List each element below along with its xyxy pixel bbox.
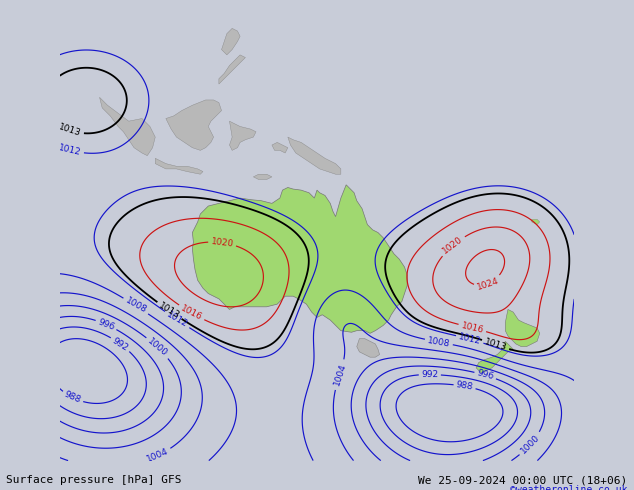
Text: ©weatheronline.co.uk: ©weatheronline.co.uk	[510, 485, 628, 490]
Text: 992: 992	[111, 336, 130, 352]
Polygon shape	[192, 185, 407, 333]
Polygon shape	[155, 158, 203, 174]
Text: 996: 996	[476, 368, 495, 382]
Polygon shape	[272, 143, 288, 153]
Polygon shape	[254, 174, 272, 179]
Text: 1020: 1020	[210, 237, 234, 248]
Text: 988: 988	[63, 390, 82, 405]
Text: 1012: 1012	[165, 310, 190, 329]
Text: 992: 992	[421, 370, 438, 379]
Text: 1004: 1004	[145, 447, 170, 464]
Text: 1016: 1016	[460, 321, 484, 335]
Text: We 25-09-2024 00:00 UTC (18+06): We 25-09-2024 00:00 UTC (18+06)	[418, 475, 628, 485]
Polygon shape	[230, 121, 256, 150]
Text: 1016: 1016	[179, 304, 204, 322]
Text: Surface pressure [hPa] GFS: Surface pressure [hPa] GFS	[6, 475, 182, 485]
Polygon shape	[100, 98, 155, 156]
Polygon shape	[532, 220, 540, 224]
Text: 1013: 1013	[58, 122, 82, 138]
Text: 1013: 1013	[483, 337, 508, 352]
Text: 1008: 1008	[427, 336, 451, 348]
Polygon shape	[166, 100, 221, 150]
Polygon shape	[288, 137, 341, 174]
Text: 1020: 1020	[441, 235, 465, 256]
Polygon shape	[505, 310, 540, 346]
Text: 1024: 1024	[476, 276, 500, 292]
Text: 1012: 1012	[58, 143, 82, 157]
Polygon shape	[221, 28, 240, 55]
Text: 1004: 1004	[332, 363, 347, 387]
Polygon shape	[476, 341, 514, 373]
Text: 988: 988	[455, 381, 474, 392]
Text: 1008: 1008	[124, 296, 148, 316]
Text: 1013: 1013	[157, 301, 181, 320]
Text: 1000: 1000	[519, 433, 541, 456]
Text: 996: 996	[96, 317, 116, 332]
Polygon shape	[219, 55, 245, 84]
Polygon shape	[357, 339, 380, 357]
Text: 1012: 1012	[458, 332, 482, 346]
Text: 1000: 1000	[146, 337, 169, 358]
